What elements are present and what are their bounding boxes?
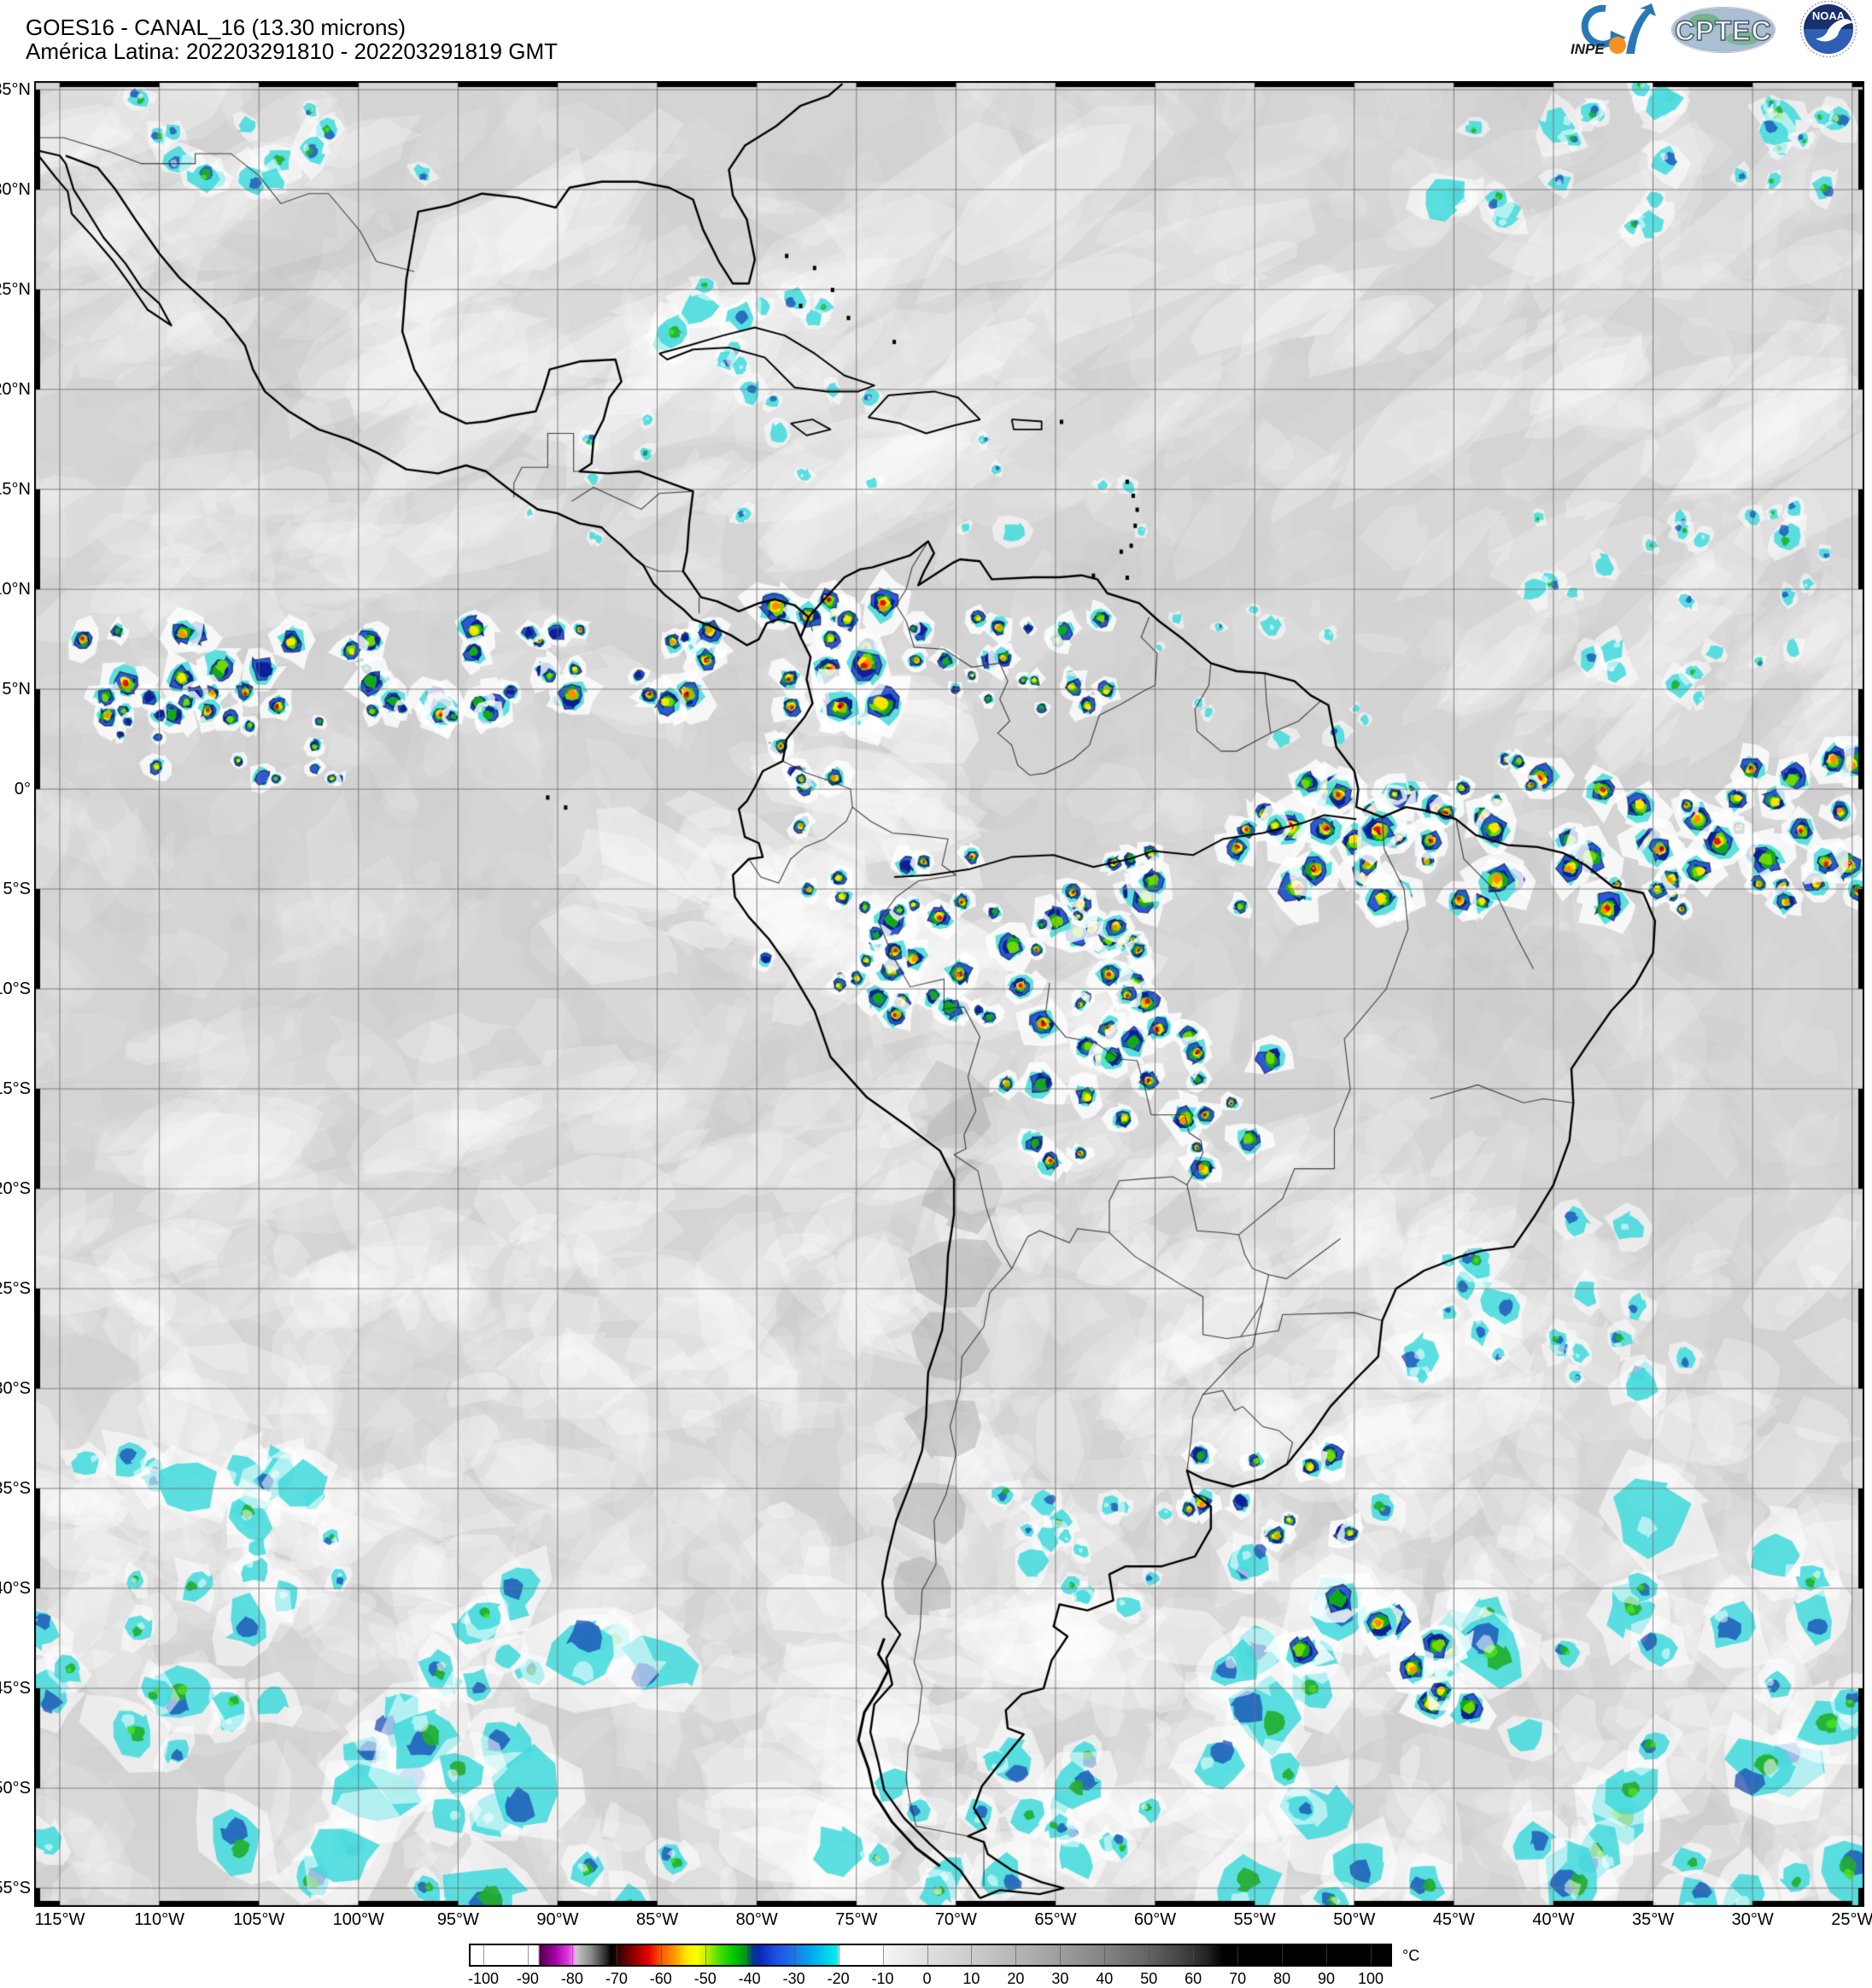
lon-label: 55°W (1233, 1910, 1276, 1929)
inpe-logo: INPE (1571, 3, 1656, 56)
lon-label: 65°W (1034, 1910, 1077, 1929)
colorbar-tick-label: 100 (1357, 1970, 1384, 1987)
colorbar-tick-label: -90 (516, 1970, 539, 1987)
colorbar-tick-label: 90 (1318, 1970, 1336, 1987)
colorbar-tick-label: 60 (1185, 1970, 1202, 1987)
colorbar-tick-label: -20 (827, 1970, 850, 1987)
colorbar-tick-label: -30 (782, 1970, 805, 1987)
lon-label: 100°W (332, 1910, 384, 1929)
lon-label: 45°W (1432, 1910, 1475, 1929)
colorbar-tick (483, 1945, 484, 1965)
lon-label: 80°W (735, 1910, 778, 1929)
lon-label: 95°W (436, 1910, 479, 1929)
colorbar-tick-label: 10 (962, 1970, 980, 1987)
lon-label: 90°W (536, 1910, 579, 1929)
lat-label: 20°S (0, 1179, 31, 1199)
lon-label: 60°W (1134, 1910, 1177, 1929)
colorbar-tick-label: 40 (1096, 1970, 1114, 1987)
lat-label: 10°N (0, 580, 31, 599)
colorbar-tick (571, 1945, 573, 1965)
lat-label: 25°S (0, 1279, 31, 1299)
lon-label: 25°W (1831, 1910, 1872, 1929)
colorbar-tick-label: -70 (605, 1970, 628, 1987)
colorbar-tick-label: -80 (560, 1970, 583, 1987)
lon-label: 50°W (1333, 1910, 1376, 1929)
lon-label: 30°W (1731, 1910, 1774, 1929)
colorbar-tick (927, 1945, 928, 1965)
lat-label: 35°S (0, 1479, 31, 1499)
lat-label: 50°S (0, 1779, 31, 1798)
colorbar-tick (1326, 1945, 1328, 1965)
lon-label: 110°W (134, 1910, 184, 1929)
lon-label: 70°W (934, 1910, 977, 1929)
satellite-map-canvas (34, 81, 1864, 1907)
cptec-logo-text: CPTEC (1675, 15, 1771, 46)
lon-label: 75°W (835, 1910, 878, 1929)
colorbar-tick (527, 1945, 529, 1965)
colorbar-tick-label: -60 (649, 1970, 672, 1987)
lat-label: 55°S (0, 1879, 31, 1898)
lat-label: 5°N (2, 680, 31, 699)
lat-label: 10°S (0, 979, 31, 999)
lat-label: 0° (14, 780, 31, 799)
colorbar-tick (660, 1945, 662, 1965)
noaa-logo-text: NOAA (1812, 9, 1846, 22)
colorbar-tick (1282, 1945, 1284, 1965)
lon-label: 105°W (233, 1910, 285, 1929)
cptec-logo: CPTEC (1671, 7, 1775, 53)
lat-label: 25°N (0, 280, 31, 300)
lat-label: 45°S (0, 1679, 31, 1699)
colorbar-tick (1060, 1945, 1062, 1965)
colorbar-tick (1193, 1945, 1195, 1965)
lat-label: 5°S (3, 880, 31, 899)
lat-label: 15°S (0, 1079, 31, 1099)
colorbar-tick (793, 1945, 795, 1965)
lon-label: 85°W (636, 1910, 679, 1929)
colorbar-tick-label: 30 (1051, 1970, 1069, 1987)
colorbar-tick (971, 1945, 973, 1965)
colorbar-unit: °C (1402, 1947, 1420, 1964)
colorbar-tick (882, 1945, 884, 1965)
lat-label: 35°N (0, 80, 31, 100)
colorbar-tick (1371, 1945, 1372, 1965)
colorbar-tick (1237, 1945, 1239, 1965)
colorbar-tick (1149, 1945, 1150, 1965)
lat-label: 30°N (0, 180, 31, 200)
colorbar-tick (1015, 1945, 1017, 1965)
lat-label: 15°N (0, 480, 31, 500)
product-title: GOES16 - CANAL_16 (13.30 microns) (26, 15, 407, 40)
colorbar-tick-label: 20 (1007, 1970, 1025, 1987)
colorbar-tick (749, 1945, 751, 1965)
colorbar-tick-label: 80 (1273, 1970, 1291, 1987)
colorbar-tick (705, 1945, 706, 1965)
colorbar-tick-label: -100 (467, 1970, 500, 1987)
lon-label: 40°W (1532, 1910, 1575, 1929)
colorbar-tick (1104, 1945, 1106, 1965)
colorbar-tick-label: -50 (693, 1970, 717, 1987)
colorbar-gradient (469, 1944, 1392, 1967)
lat-label: 20°N (0, 380, 31, 400)
lat-label: 30°S (0, 1379, 31, 1399)
colorbar-tick-label: 50 (1140, 1970, 1158, 1987)
colorbar-tick-label: 70 (1229, 1970, 1247, 1987)
colorbar-tick-label: -40 (738, 1970, 761, 1987)
lat-label: 40°S (0, 1579, 31, 1599)
noaa-logo: NOAA (1799, 1, 1857, 57)
colorbar-tick-label: 0 (922, 1970, 932, 1987)
lon-label: 35°W (1632, 1910, 1675, 1929)
inpe-logo-text: INPE (1571, 41, 1605, 56)
colorbar-tick-label: -10 (871, 1970, 894, 1987)
product-subtitle: América Latina: 202203291810 - 202203291… (26, 38, 558, 64)
lon-label: 115°W (34, 1910, 85, 1929)
